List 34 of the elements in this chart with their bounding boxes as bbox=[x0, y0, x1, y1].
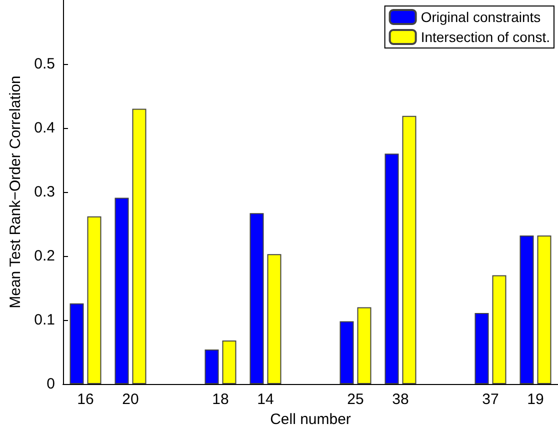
x-tick-label: 25 bbox=[347, 391, 364, 408]
bar bbox=[357, 307, 372, 384]
y-tick-label: 0 bbox=[46, 376, 55, 392]
y-tick-label: 0.4 bbox=[34, 120, 55, 136]
legend-label: Original constraints bbox=[420, 9, 541, 25]
bar bbox=[340, 321, 354, 384]
y-tick-label: 0.1 bbox=[34, 312, 55, 328]
bar bbox=[87, 216, 102, 384]
y-tick-label: 0.3 bbox=[34, 184, 55, 200]
bar bbox=[267, 254, 282, 384]
y-tick-label: 0.5 bbox=[34, 56, 55, 72]
x-tick-label: 16 bbox=[77, 391, 94, 408]
x-tick-label: 20 bbox=[122, 391, 139, 408]
y-axis-title: Mean Test Rank−Order Correlation bbox=[7, 76, 24, 308]
legend-label: Intersection of const. bbox=[420, 29, 550, 45]
bar bbox=[402, 116, 416, 384]
bar bbox=[250, 213, 264, 384]
y-tick-label: 0.2 bbox=[34, 248, 55, 264]
bar bbox=[114, 198, 129, 384]
bar bbox=[222, 340, 236, 384]
bar bbox=[70, 303, 84, 384]
x-tick-label: 38 bbox=[392, 391, 409, 408]
bar bbox=[492, 275, 506, 384]
x-tick-label: 19 bbox=[527, 391, 544, 408]
bar bbox=[204, 349, 219, 384]
bar bbox=[384, 154, 399, 384]
bar bbox=[474, 312, 489, 384]
x-axis-title: Cell number bbox=[270, 411, 351, 428]
x-tick-label: 14 bbox=[257, 391, 274, 408]
bar bbox=[520, 236, 534, 384]
bar bbox=[537, 236, 552, 384]
x-tick-label: 18 bbox=[212, 391, 229, 408]
bar bbox=[132, 108, 146, 384]
x-tick-label: 37 bbox=[482, 391, 499, 408]
